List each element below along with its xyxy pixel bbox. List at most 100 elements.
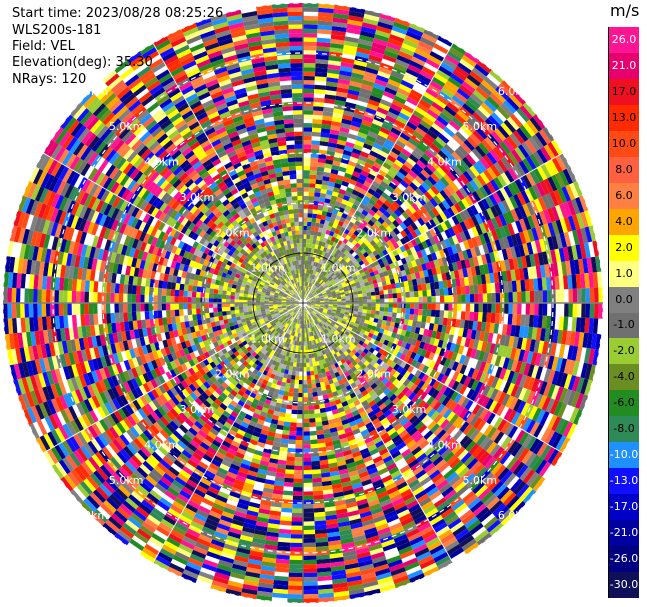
velocity-gate — [472, 130, 485, 143]
velocity-gate — [543, 144, 556, 160]
velocity-gate — [310, 443, 319, 449]
velocity-gate — [311, 279, 315, 284]
velocity-gate — [598, 287, 603, 303]
velocity-gate — [307, 392, 313, 398]
velocity-gate — [360, 242, 367, 249]
velocity-gate — [440, 87, 455, 99]
velocity-gate — [449, 181, 459, 193]
velocity-gate — [410, 113, 422, 124]
velocity-gate — [341, 265, 347, 271]
velocity-gate — [303, 547, 316, 552]
velocity-gate — [432, 195, 442, 205]
velocity-gate — [398, 50, 413, 61]
velocity-gate — [314, 226, 319, 232]
velocity-gate — [344, 205, 352, 212]
velocity-gate — [308, 278, 311, 283]
velocity-gate — [314, 244, 319, 250]
velocity-gate — [419, 205, 428, 215]
velocity-gate — [427, 303, 432, 310]
velocity-gate — [325, 89, 337, 96]
velocity-gate — [457, 303, 462, 312]
velocity-gate — [358, 260, 365, 266]
velocity-gate — [362, 226, 369, 233]
velocity-gate — [296, 362, 300, 368]
velocity-gate — [313, 503, 325, 509]
velocity-gate — [516, 314, 522, 326]
velocity-gate — [319, 197, 326, 203]
velocity-gate — [379, 262, 386, 269]
velocity-gate — [312, 123, 322, 129]
velocity-gate — [512, 130, 525, 145]
velocity-gate — [469, 115, 482, 128]
velocity-gate — [354, 55, 369, 63]
velocity-gate — [451, 116, 464, 128]
velocity-gate — [401, 297, 406, 303]
velocity-gate — [366, 242, 373, 250]
velocity-gate — [484, 136, 497, 150]
velocity-gate — [320, 264, 325, 270]
velocity-gate — [324, 94, 336, 100]
velocity-gate — [467, 217, 476, 228]
velocity-gate — [437, 35, 453, 47]
velocity-gate — [378, 17, 395, 26]
velocity-gate — [310, 148, 320, 154]
velocity-gate — [446, 50, 462, 63]
velocity-gate — [305, 296, 309, 300]
velocity-gate — [288, 439, 296, 445]
velocity-gate — [532, 114, 546, 130]
velocity-gate — [348, 267, 354, 273]
velocity-gate — [327, 269, 332, 275]
velocity-gate — [351, 273, 357, 278]
velocity-gate — [303, 504, 314, 509]
velocity-gate — [304, 295, 307, 300]
velocity-gate — [334, 228, 340, 235]
velocity-gate — [328, 203, 335, 210]
velocity-gate — [353, 268, 359, 273]
velocity-gate — [303, 457, 312, 462]
velocity-gate — [350, 120, 362, 128]
velocity-gate — [303, 71, 316, 77]
velocity-gate — [464, 99, 478, 112]
velocity-gate — [311, 217, 317, 223]
velocity-gate — [482, 312, 487, 323]
velocity-gate — [360, 30, 376, 39]
velocity-gate — [289, 383, 295, 389]
velocity-gate — [339, 162, 348, 169]
velocity-gate — [303, 542, 316, 548]
velocity-gate — [290, 534, 303, 539]
velocity-gate — [392, 307, 398, 313]
velocity-gate — [330, 236, 337, 242]
velocity-gate — [383, 289, 389, 295]
velocity-gate — [319, 219, 326, 225]
velocity-gate — [307, 287, 310, 292]
velocity-gate — [468, 193, 478, 205]
velocity-gate — [481, 139, 493, 152]
velocity-gate — [303, 165, 311, 171]
velocity-gate — [386, 284, 392, 290]
velocity-gate — [480, 102, 494, 116]
velocity-gate — [349, 227, 356, 234]
velocity-gate — [347, 89, 360, 96]
velocity-gate — [402, 219, 411, 228]
velocity-gate — [290, 379, 295, 384]
velocity-gate — [338, 74, 352, 81]
velocity-gate — [359, 213, 366, 220]
velocity-gate — [303, 161, 311, 166]
velocity-gate — [492, 146, 505, 160]
velocity-gate — [408, 153, 419, 164]
velocity-gate — [507, 313, 513, 325]
velocity-gate — [462, 170, 473, 183]
velocity-gate — [348, 237, 355, 243]
velocity-gate — [313, 248, 318, 254]
velocity-gate — [305, 286, 307, 291]
velocity-gate — [293, 487, 303, 492]
velocity-gate — [348, 248, 355, 255]
velocity-gate — [351, 239, 358, 246]
velocity-gate — [282, 494, 293, 500]
velocity-gate — [303, 440, 311, 445]
velocity-gate — [455, 131, 467, 143]
velocity-gate — [414, 199, 423, 209]
velocity-gate — [422, 296, 428, 303]
velocity-gate — [353, 259, 359, 266]
velocity-gate — [384, 138, 396, 148]
